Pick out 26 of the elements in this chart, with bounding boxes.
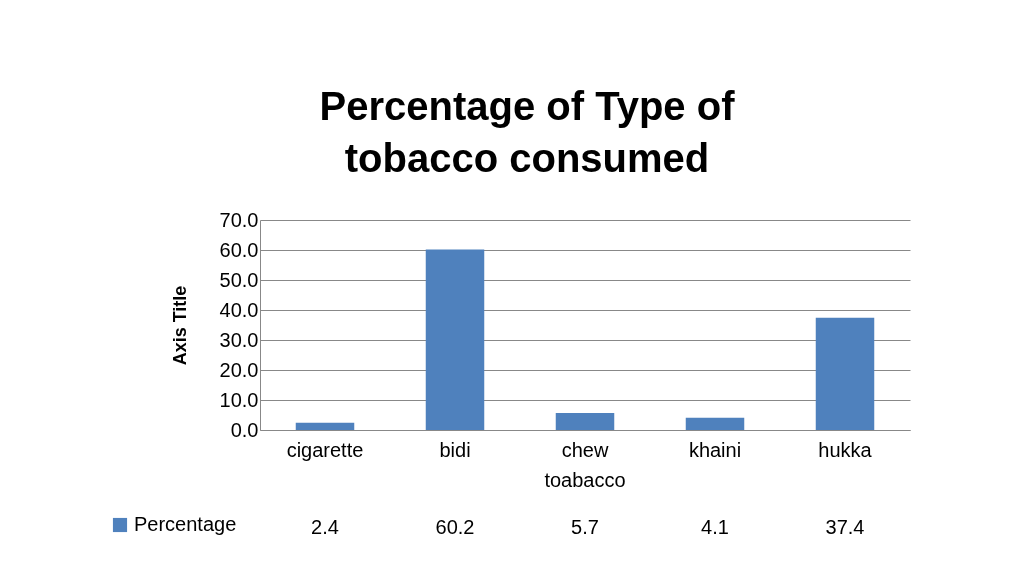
y-tick-label: 70.0 bbox=[219, 208, 259, 231]
y-tick-label: 10.0 bbox=[219, 388, 259, 411]
y-axis-title: Axis Title bbox=[169, 285, 190, 366]
y-tick-label: 60.0 bbox=[219, 238, 259, 261]
data-label: 37.4 bbox=[825, 516, 865, 538]
x-tick-label: khaini bbox=[688, 438, 742, 461]
chart-title: Percentage of Type of tobacco consumed bbox=[319, 84, 736, 180]
data-label: 4.1 bbox=[701, 516, 729, 538]
legend-label: Percentage bbox=[134, 513, 237, 535]
y-tick-label: 30.0 bbox=[219, 328, 259, 351]
bar bbox=[425, 249, 485, 430]
bar bbox=[555, 412, 615, 430]
y-tick-label: 50.0 bbox=[219, 268, 259, 291]
x-tick-label: hukka bbox=[818, 438, 873, 461]
data-label: 5.7 bbox=[571, 516, 599, 538]
y-tick-label: 20.0 bbox=[219, 358, 259, 381]
data-label: 60.2 bbox=[435, 516, 475, 538]
bar bbox=[295, 422, 355, 430]
bar bbox=[815, 317, 875, 430]
bar bbox=[685, 417, 745, 430]
x-tick-label: cigarette bbox=[286, 438, 364, 461]
x-tick-label: bidi bbox=[439, 438, 471, 461]
x-tick-label: chew toabacco bbox=[544, 438, 626, 491]
y-tick-label: 0.0 bbox=[230, 418, 259, 441]
y-tick-label: 40.0 bbox=[219, 298, 259, 321]
data-label: 2.4 bbox=[311, 516, 339, 538]
